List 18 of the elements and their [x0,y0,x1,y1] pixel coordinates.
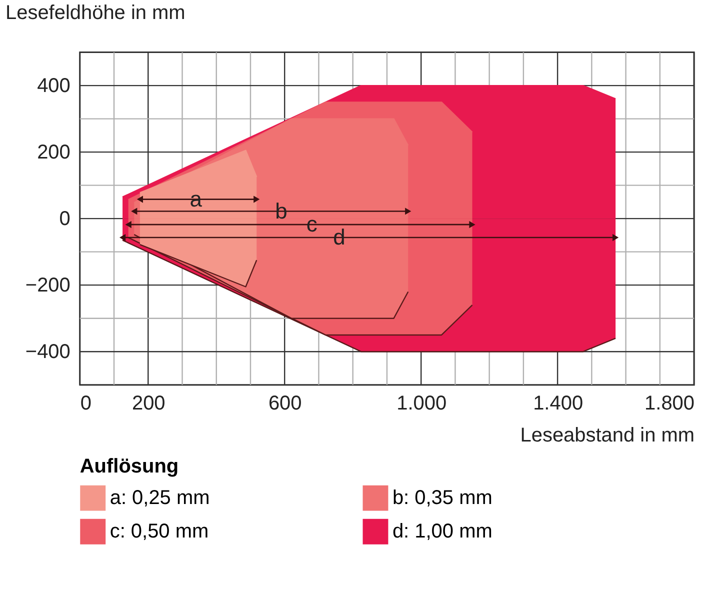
x-tick-label: 200 [132,392,166,414]
legend-label: b: 0,35 mm [392,487,492,510]
y-tick-label: −200 [25,274,70,297]
x-tick-label: 600 [268,392,302,414]
y-tick-label: −400 [25,341,70,364]
x-tick-label: 0 [80,392,92,414]
y-tick-label: 0 [59,208,70,230]
x-tick-label: 1.400 [533,392,584,414]
legend-title: Auflösung [80,456,179,478]
y-tick-label: 200 [37,142,70,164]
legend-label: d: 1,00 mm [392,520,492,543]
y-tick-label: 400 [37,75,70,98]
x-axis-title: Leseabstand in mm [520,424,695,446]
legend-label: a: 0,25 mm [110,487,210,510]
x-tick-label: 1.800 [644,392,695,414]
legend-label: c: 0,50 mm [110,520,209,543]
x-tick-label: 1.000 [396,392,447,414]
y-axis-title: Lesefeldhöhe in mm [5,2,186,24]
